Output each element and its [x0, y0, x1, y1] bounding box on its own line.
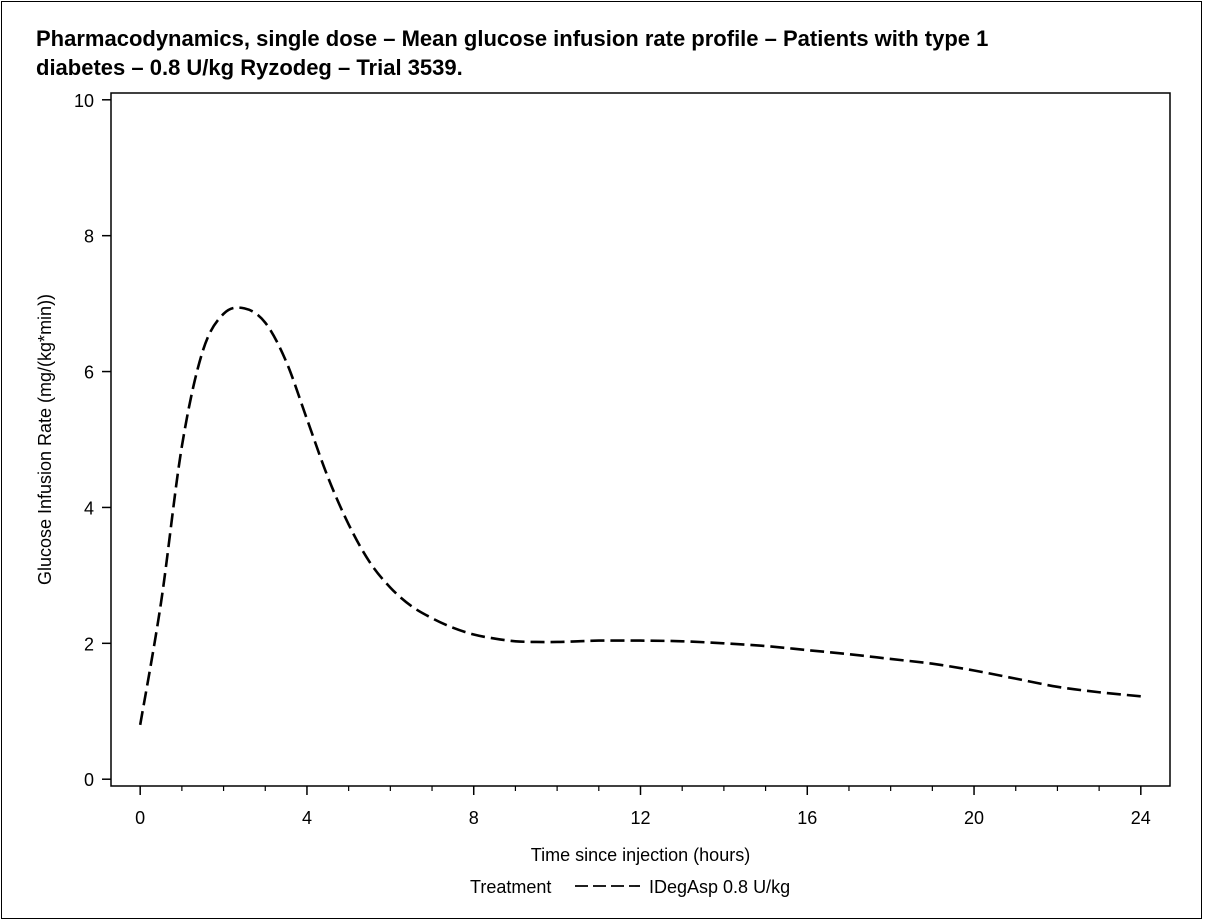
chart-title-line-2: diabetes – 0.8 U/kg Ryzodeg – Trial 3539… — [36, 55, 463, 80]
chart-title: Pharmacodynamics, single dose – Mean glu… — [36, 24, 1156, 82]
chart-title-line-1: Pharmacodynamics, single dose – Mean glu… — [36, 26, 989, 51]
y-tick-label: 8 — [84, 227, 94, 247]
x-tick-label: 4 — [302, 808, 312, 828]
x-tick-label: 0 — [135, 808, 145, 828]
y-axis-label: Glucose Infusion Rate (mg/(kg*min)) — [35, 294, 55, 585]
x-tick-label: 8 — [469, 808, 479, 828]
y-tick-label: 10 — [74, 91, 94, 111]
x-axis-label: Time since injection (hours) — [531, 845, 750, 865]
y-tick-label: 2 — [84, 634, 94, 654]
x-tick-label: 12 — [630, 808, 650, 828]
y-tick-label: 0 — [84, 770, 94, 790]
series-line — [138, 306, 1141, 726]
plot-area-border — [110, 92, 1171, 787]
y-tick-label: 4 — [84, 498, 94, 518]
legend-entry-label: IDegAsp 0.8 U/kg — [649, 877, 790, 897]
y-tick-label: 6 — [84, 363, 94, 383]
legend-title: Treatment — [470, 877, 551, 897]
x-tick-label: 24 — [1131, 808, 1151, 828]
x-tick-label: 16 — [797, 808, 817, 828]
x-tick-label: 20 — [964, 808, 984, 828]
